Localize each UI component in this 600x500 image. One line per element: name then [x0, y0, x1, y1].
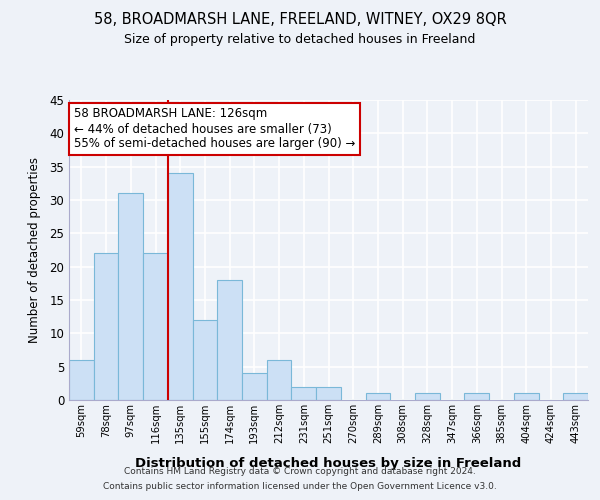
- Bar: [267, 360, 292, 400]
- Text: Contains HM Land Registry data © Crown copyright and database right 2024.: Contains HM Land Registry data © Crown c…: [124, 467, 476, 476]
- Bar: [94, 254, 118, 400]
- Bar: [563, 394, 588, 400]
- Text: Size of property relative to detached houses in Freeland: Size of property relative to detached ho…: [124, 32, 476, 46]
- Bar: [217, 280, 242, 400]
- Bar: [415, 394, 440, 400]
- Bar: [118, 194, 143, 400]
- Bar: [193, 320, 217, 400]
- Bar: [365, 394, 390, 400]
- Text: 58, BROADMARSH LANE, FREELAND, WITNEY, OX29 8QR: 58, BROADMARSH LANE, FREELAND, WITNEY, O…: [94, 12, 506, 28]
- Bar: [316, 386, 341, 400]
- Bar: [69, 360, 94, 400]
- Bar: [168, 174, 193, 400]
- Text: 58 BROADMARSH LANE: 126sqm
← 44% of detached houses are smaller (73)
55% of semi: 58 BROADMARSH LANE: 126sqm ← 44% of deta…: [74, 108, 356, 150]
- Bar: [514, 394, 539, 400]
- Bar: [242, 374, 267, 400]
- Bar: [292, 386, 316, 400]
- X-axis label: Distribution of detached houses by size in Freeland: Distribution of detached houses by size …: [136, 457, 521, 470]
- Bar: [464, 394, 489, 400]
- Y-axis label: Number of detached properties: Number of detached properties: [28, 157, 41, 343]
- Text: Contains public sector information licensed under the Open Government Licence v3: Contains public sector information licen…: [103, 482, 497, 491]
- Bar: [143, 254, 168, 400]
